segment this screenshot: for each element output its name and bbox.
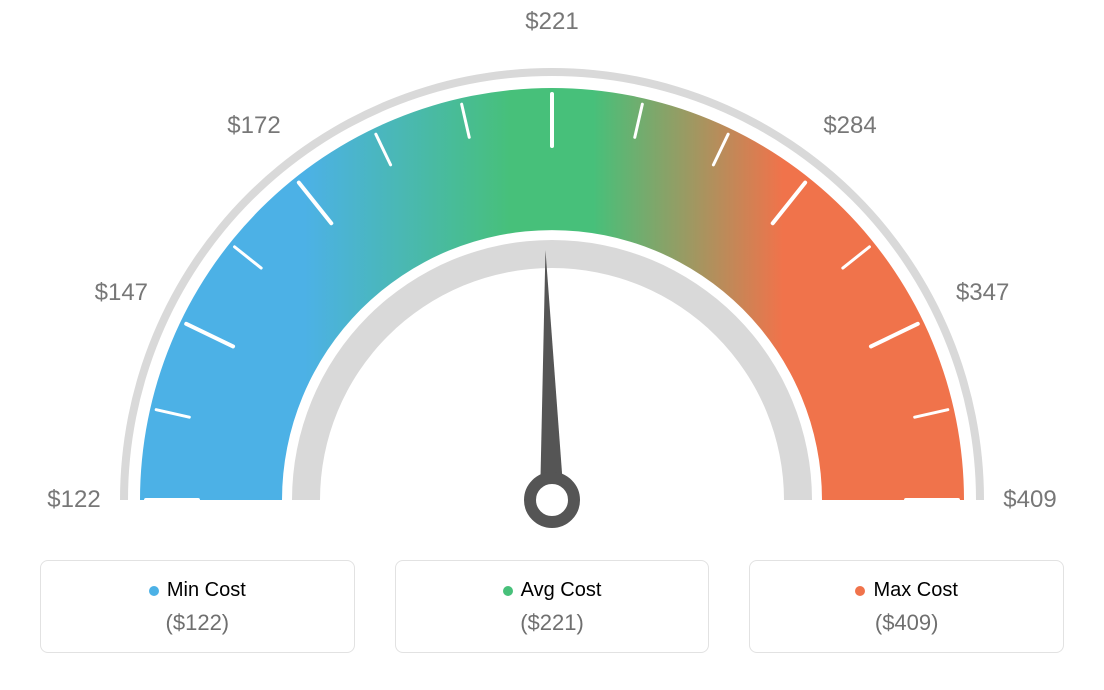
legend-label-avg: Avg Cost (503, 579, 602, 602)
legend-label-min: Min Cost (149, 579, 246, 602)
dot-icon (149, 586, 159, 596)
legend-label-max: Max Cost (855, 579, 957, 602)
gauge-tick-label: $147 (95, 279, 148, 307)
legend-box-min: Min Cost ($122) (40, 560, 355, 653)
gauge-tick-label: $284 (823, 112, 876, 140)
legend-value-min: ($122) (51, 610, 344, 636)
dot-icon (503, 586, 513, 596)
dot-icon (855, 586, 865, 596)
gauge-tick-label: $409 (1003, 486, 1056, 514)
legend-label-max-text: Max Cost (873, 579, 957, 602)
gauge-svg (0, 0, 1104, 560)
gauge-tick-label: $221 (525, 8, 578, 36)
legend-box-avg: Avg Cost ($221) (395, 560, 710, 653)
legend-value-max: ($409) (760, 610, 1053, 636)
gauge-chart: $122 $147 $172 $221 $284 $347 $409 (0, 0, 1104, 560)
legend-row: Min Cost ($122) Avg Cost ($221) Max Cost… (0, 560, 1104, 673)
legend-label-min-text: Min Cost (167, 579, 246, 602)
legend-box-max: Max Cost ($409) (749, 560, 1064, 653)
legend-value-avg: ($221) (406, 610, 699, 636)
gauge-tick-label: $122 (47, 486, 100, 514)
legend-label-avg-text: Avg Cost (521, 579, 602, 602)
gauge-tick-label: $172 (227, 112, 280, 140)
gauge-tick-label: $347 (956, 279, 1009, 307)
